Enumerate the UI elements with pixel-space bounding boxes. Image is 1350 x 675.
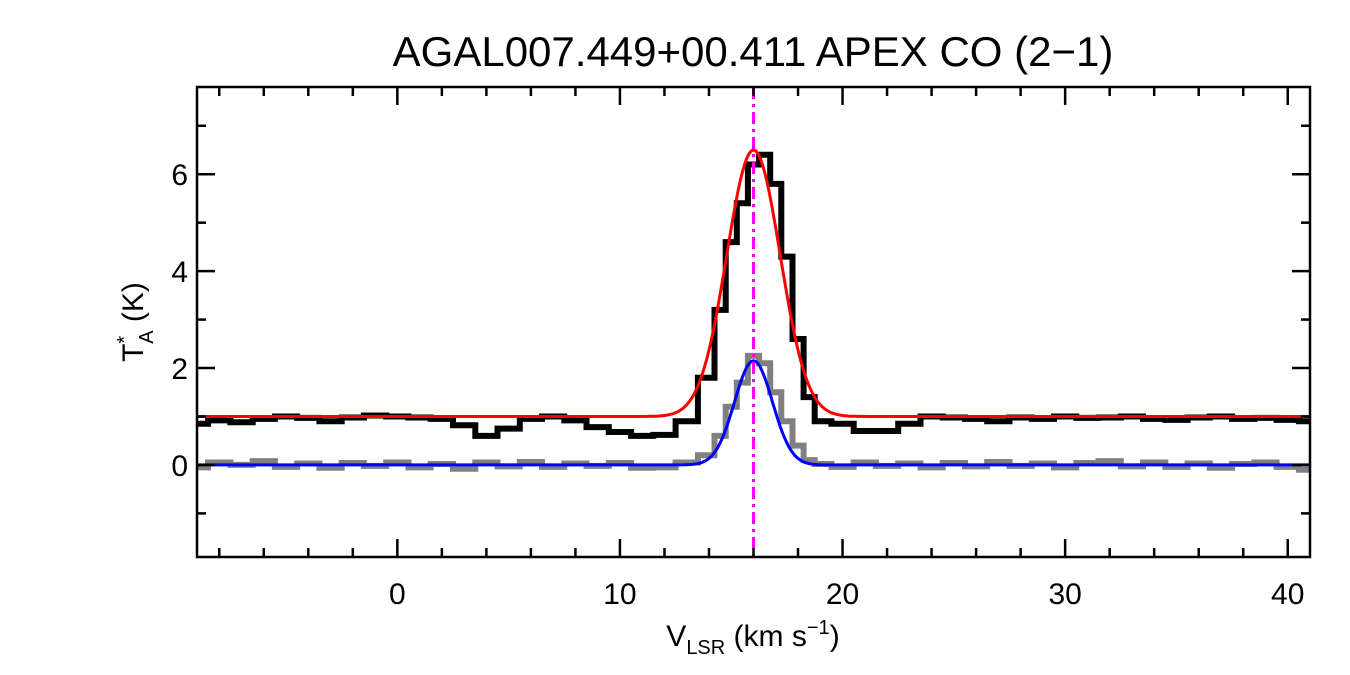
axes [195, 85, 1312, 559]
x-tick-label: 0 [389, 578, 406, 611]
x-axis-label-close: ) [830, 620, 840, 653]
chart-title: AGAL007.449+00.411 APEX CO (2−1) [393, 28, 1114, 75]
y-axis-label: T*A (K) [114, 282, 158, 362]
tick-labels: 0 10 20 30 40 0 2 4 6 [171, 159, 1304, 611]
x-tick-label: 10 [603, 578, 636, 611]
y-axis-label-sub: A [136, 330, 158, 344]
gaussian-fit-3 [197, 148, 1310, 418]
y-tick-label: 6 [171, 159, 188, 192]
y-tick-label: 0 [171, 450, 188, 483]
spectrum-series-2 [197, 352, 1310, 473]
x-axis-label-main: V [666, 620, 686, 653]
x-axis-label-exp: −1 [807, 617, 830, 639]
y-axis-label-sup: * [114, 336, 136, 344]
x-tick-label: 20 [826, 578, 859, 611]
y-axis-label-unit: (K) [117, 282, 150, 330]
x-tick-label: 30 [1048, 578, 1081, 611]
y-axis-label-main: T [117, 344, 150, 362]
y-tick-label: 2 [171, 353, 188, 386]
x-axis-label-unit: (km s [725, 620, 807, 653]
y-tick-label: 4 [171, 256, 188, 289]
x-tick-label: 40 [1271, 578, 1304, 611]
plot-area [197, 87, 1310, 557]
gaussian-fit-4 [197, 359, 1310, 467]
x-axis-label-sub: LSR [686, 637, 725, 659]
x-axis-label: VLSR (km s−1) [666, 617, 839, 659]
